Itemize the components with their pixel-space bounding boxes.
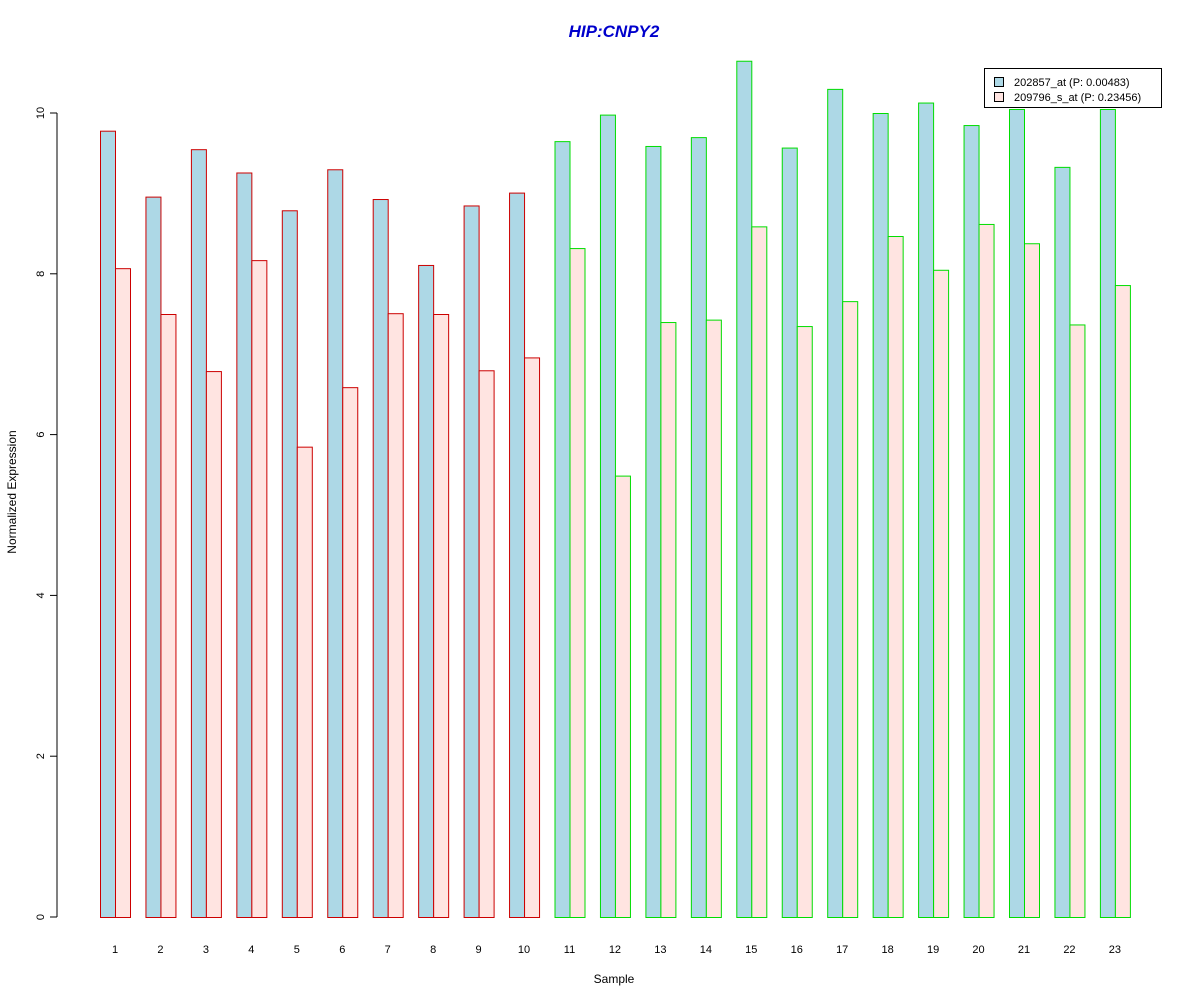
y-tick-label: 0: [35, 914, 47, 920]
bar-series-2-sample-3: [205, 371, 222, 919]
bar-series-1-sample-4: [236, 172, 253, 919]
x-tick-label: 14: [700, 944, 712, 956]
y-tick-label: 6: [35, 432, 47, 438]
bar-series-1-sample-7: [372, 199, 389, 918]
x-tick-label: 18: [882, 944, 894, 956]
x-tick-label: 4: [248, 944, 254, 956]
y-tick-label: 8: [35, 271, 47, 277]
bars: [100, 60, 1131, 919]
x-axis-label: Sample: [594, 972, 635, 986]
x-tick-label: 21: [1018, 944, 1030, 956]
bar-series-1-sample-17: [827, 88, 844, 918]
x-tick-label: 12: [609, 944, 621, 956]
chart-title: HIP:CNPY2: [569, 22, 660, 41]
y-tick-label: 4: [35, 592, 47, 598]
bar-series-1-sample-5: [281, 210, 298, 918]
bar-series-2-sample-9: [478, 370, 495, 918]
bar-series-1-sample-1: [100, 130, 116, 919]
bar-series-1-sample-22: [1054, 166, 1071, 919]
x-tick-label: 23: [1109, 944, 1121, 956]
bar-series-2-sample-8: [433, 314, 450, 918]
bar-series-1-sample-2: [145, 196, 162, 918]
bar-series-1-sample-18: [872, 113, 889, 918]
bar-series-2-sample-20: [978, 223, 995, 918]
bar-series-2-sample-7: [387, 313, 404, 919]
legend-entry: 202857_at (P: 0.00483): [1014, 77, 1130, 89]
bar-series-2-sample-11: [569, 248, 586, 918]
bar-series-2-sample-19: [933, 269, 950, 918]
bar-series-2-sample-18: [887, 236, 904, 918]
bar-series-1-sample-12: [599, 114, 616, 919]
bar-series-1-sample-6: [327, 169, 344, 918]
x-tick-label: 9: [476, 944, 482, 956]
y-axis-label: Normalized Expression: [5, 430, 19, 553]
bar-series-1-sample-8: [418, 264, 435, 918]
bar-series-2-sample-23: [1114, 285, 1131, 918]
bar-series-1-sample-19: [918, 102, 935, 919]
bar-series-1-sample-14: [690, 137, 707, 918]
x-tick-label: 3: [203, 944, 209, 956]
x-tick-label: 15: [745, 944, 757, 956]
bar-series-1-sample-9: [463, 205, 480, 918]
y-tick-label: 10: [35, 107, 47, 119]
x-tick-label: 8: [430, 944, 436, 956]
bar-series-1-sample-15: [736, 60, 753, 919]
bar-series-1-sample-13: [645, 145, 662, 919]
x-tick-label: 1: [112, 944, 118, 956]
y-axis: 0 2 4 6 8 10: [35, 107, 58, 920]
bar-series-1-sample-10: [509, 192, 526, 918]
legend: 202857_at (P: 0.00483) 209796_s_at (P: 0.…: [984, 68, 1162, 108]
x-tick-label: 10: [518, 944, 530, 956]
x-tick-label: 5: [294, 944, 300, 956]
bar-series-2-sample-2: [160, 314, 177, 918]
bar-series-2-sample-5: [296, 446, 313, 918]
bar-series-2-sample-14: [705, 319, 722, 918]
x-tick-label: 17: [836, 944, 848, 956]
x-tick-label: 13: [654, 944, 666, 956]
x-tick-label: 16: [791, 944, 803, 956]
bar-series-2-sample-12: [614, 475, 631, 918]
y-tick-label: 2: [35, 753, 47, 759]
bar-series-2-sample-1: [115, 268, 131, 918]
x-tick-label: 22: [1063, 944, 1075, 956]
x-tick-labels: 1 2 3 4 5 6 7 8 9 10 11 12 13 14 15 16 17 18 19 20 21 22 23: [112, 944, 1121, 956]
bar-series-2-sample-17: [842, 301, 859, 918]
bar-series-1-sample-20: [963, 125, 980, 918]
bar-series-2-sample-4: [251, 260, 268, 918]
x-tick-label: 19: [927, 944, 939, 956]
bar-series-1-sample-3: [190, 149, 207, 918]
x-tick-label: 20: [972, 944, 984, 956]
x-tick-label: 11: [564, 944, 575, 956]
bar-series-1-sample-21: [1009, 108, 1025, 919]
bar-series-1-sample-11: [554, 141, 571, 918]
bar-series-2-sample-13: [660, 322, 677, 919]
legend-entry: 209796_s_at (P: 0.23456): [1014, 92, 1141, 104]
x-tick-label: 2: [157, 944, 163, 956]
bar-series-1-sample-23: [1099, 108, 1116, 919]
bar-series-2-sample-6: [342, 387, 359, 918]
x-tick-label: 7: [385, 944, 391, 956]
bar-series-2-sample-10: [524, 357, 541, 918]
bar-series-2-sample-15: [751, 226, 768, 918]
x-tick-label: 6: [339, 944, 345, 956]
bar-series-2-sample-16: [796, 326, 813, 918]
legend-swatch: [994, 77, 1004, 87]
bar-series-1-sample-16: [781, 147, 798, 918]
legend-swatch: [994, 92, 1004, 102]
bar-series-2-sample-22: [1069, 324, 1086, 918]
bar-series-2-sample-21: [1024, 243, 1040, 919]
legend-box: [984, 68, 1162, 108]
